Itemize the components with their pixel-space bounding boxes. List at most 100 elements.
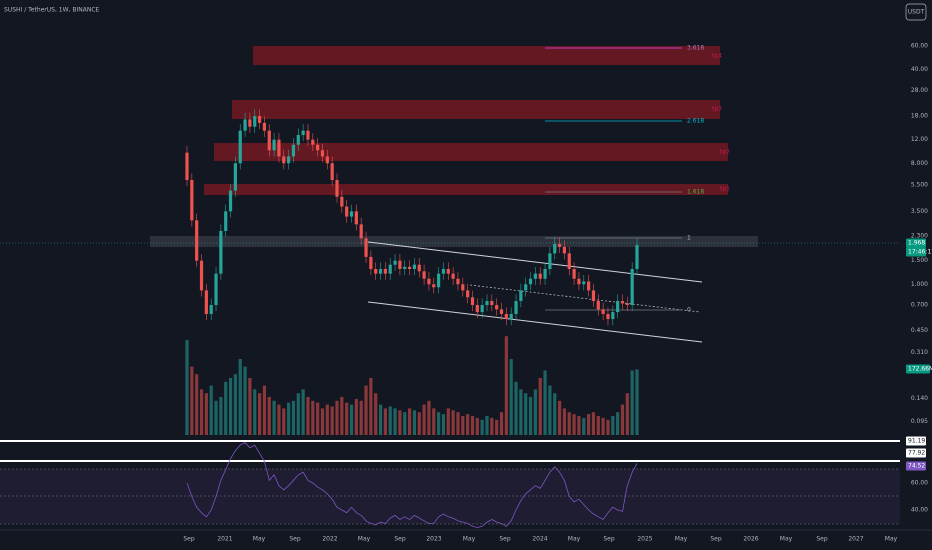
volume-bar: [204, 393, 208, 435]
candle: [630, 269, 634, 306]
candle: [441, 269, 446, 274]
volume-tag-bg: [906, 364, 930, 374]
volume-bar: [543, 370, 547, 435]
candle: [320, 150, 325, 157]
candle: [301, 130, 305, 136]
time-label: May: [780, 536, 793, 543]
candle: [509, 314, 513, 320]
volume-bar: [272, 400, 276, 435]
volume-bar: [185, 340, 189, 435]
rsi-label: 60.00: [911, 480, 928, 487]
volume-bar: [199, 389, 204, 435]
volume-bar: [577, 416, 581, 435]
candle: [495, 305, 499, 310]
volume-bar: [427, 400, 431, 435]
volume-bar: [233, 374, 237, 435]
candle: [533, 273, 537, 279]
candle: [388, 264, 392, 274]
volume-bar: [282, 408, 286, 435]
rsi-tag-bg: [906, 448, 926, 458]
candle: [248, 119, 252, 127]
candle: [403, 266, 407, 270]
time-label: May: [885, 536, 898, 543]
candle: [437, 273, 441, 288]
volume-bar: [509, 359, 513, 435]
volume-bar: [620, 404, 625, 435]
candle: [514, 301, 518, 314]
currency[interactable]: USDT: [908, 9, 925, 16]
candle: [625, 303, 629, 306]
volume-bar: [611, 416, 615, 435]
candle: [499, 309, 504, 314]
price-label: 1.000: [911, 281, 928, 288]
volume-bar: [466, 414, 470, 435]
volume-bar: [243, 366, 247, 435]
candle: [446, 269, 450, 274]
candle: [635, 244, 639, 270]
volume-bar: [403, 412, 407, 435]
time-label: May: [568, 536, 581, 543]
candle: [427, 278, 431, 285]
volume-bar: [630, 370, 634, 435]
zone: [253, 46, 720, 65]
candle: [475, 305, 479, 313]
candle: [562, 246, 567, 254]
time-label: Sep: [183, 536, 195, 543]
time-label: 2025: [637, 536, 652, 543]
candle: [567, 253, 571, 270]
time-label: 2021: [217, 536, 232, 543]
candle: [422, 271, 426, 279]
volume-bar: [562, 408, 567, 435]
candle: [611, 312, 615, 320]
price-label: 8.000: [911, 160, 928, 167]
candle: [253, 116, 257, 127]
volume-bar: [495, 419, 499, 435]
volume-bar: [451, 410, 455, 435]
channel-line: [367, 241, 703, 283]
zone: [204, 184, 728, 195]
candle: [195, 220, 199, 261]
currency-button[interactable]: [905, 3, 927, 21]
candle: [412, 264, 417, 270]
candle: [364, 238, 368, 257]
candle: [224, 211, 228, 231]
volume-bar: [340, 397, 344, 435]
volume-bar: [228, 378, 233, 435]
tp-label: tp3: [712, 106, 722, 113]
candle: [616, 301, 620, 313]
candle: [620, 301, 625, 304]
fib-label: 0: [687, 307, 691, 314]
candle: [393, 260, 397, 265]
volume-bar: [359, 400, 363, 435]
volume-bar: [446, 408, 450, 435]
candle: [330, 163, 334, 180]
volume-bar: [480, 419, 484, 435]
volume-bar: [538, 378, 542, 435]
candle: [587, 281, 591, 291]
candle: [311, 139, 315, 145]
candle: [432, 284, 436, 288]
candle: [185, 152, 189, 180]
time-label: Sep: [499, 536, 511, 543]
volume-bar: [528, 397, 533, 435]
volume-bar: [209, 385, 213, 435]
candle: [335, 180, 339, 197]
candle: [228, 190, 233, 212]
candle: [272, 139, 276, 151]
candle: [354, 211, 358, 225]
price-label: 0.450: [911, 327, 928, 334]
volume-bar: [224, 381, 228, 435]
volume-bar: [548, 385, 552, 435]
volume-bar: [267, 397, 271, 435]
time-label: 2023: [426, 536, 441, 543]
volume-bar: [378, 404, 383, 435]
time-label: Sep: [710, 536, 722, 543]
time-label: 2024: [532, 536, 547, 543]
candle: [601, 309, 605, 314]
volume-bar: [296, 393, 300, 435]
volume-bar: [291, 400, 296, 435]
candle: [553, 243, 557, 254]
tp-label: tp1: [720, 186, 730, 193]
candle: [267, 130, 271, 151]
volume-bar: [625, 393, 629, 435]
